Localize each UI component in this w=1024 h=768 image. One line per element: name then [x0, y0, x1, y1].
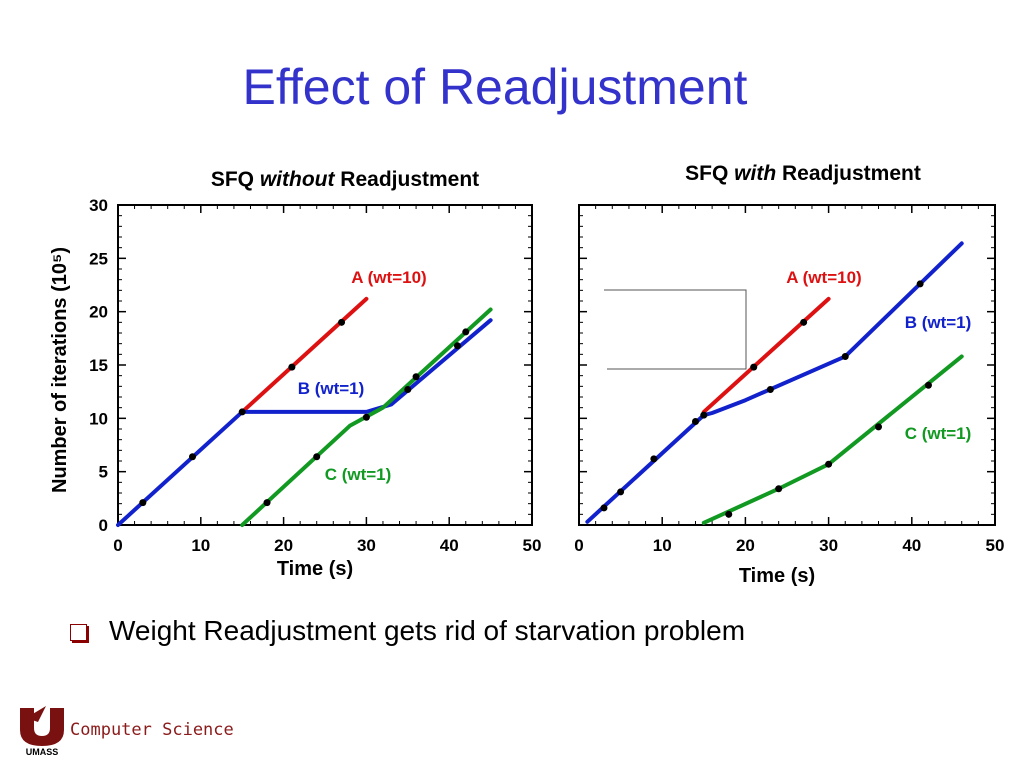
- x-tick-label: 30: [357, 536, 376, 555]
- series-line: [701, 296, 831, 414]
- x-axis-label: Time (s): [739, 565, 815, 587]
- chart-title: SFQ without Readjustment: [211, 168, 479, 191]
- data-point: [139, 499, 147, 507]
- series-line: [585, 241, 964, 524]
- data-point: [288, 363, 296, 371]
- umass-logo-icon: UMASS: [20, 706, 64, 756]
- series-label: C (wt=1): [325, 465, 392, 484]
- y-tick-label: 0: [99, 516, 108, 535]
- x-tick-label: 40: [902, 536, 921, 555]
- x-tick-label: 20: [736, 536, 755, 555]
- data-point: [875, 423, 883, 431]
- data-point: [700, 411, 708, 419]
- x-tick-label: 0: [113, 536, 122, 555]
- bullet-text: Weight Readjustment gets rid of starvati…: [109, 615, 746, 646]
- y-tick-label: 25: [89, 249, 108, 268]
- data-point: [238, 408, 246, 416]
- data-point: [924, 381, 932, 389]
- data-point: [338, 318, 346, 326]
- x-tick-label: 20: [274, 536, 293, 555]
- data-point: [766, 386, 774, 394]
- chart-title-part: Readjustment: [776, 162, 921, 185]
- chart-title-part: SFQ: [211, 168, 260, 191]
- data-point: [825, 460, 833, 468]
- bullet-square-icon: [70, 624, 87, 641]
- data-point: [412, 373, 420, 381]
- x-tick-label: 10: [653, 536, 672, 555]
- y-axis-label: Number of iterations (10⁵): [49, 247, 71, 493]
- logo-text: UMASS: [26, 747, 59, 756]
- series-line: [701, 354, 964, 525]
- data-point: [313, 453, 321, 461]
- footer-text: Computer Science: [70, 720, 234, 740]
- bullet-item: Weight Readjustment gets rid of starvati…: [70, 615, 745, 647]
- y-tick-label: 20: [89, 303, 108, 322]
- data-point: [916, 280, 924, 288]
- y-tick-label: 30: [89, 196, 108, 215]
- series-label: A (wt=10): [351, 268, 426, 287]
- series-label: B (wt=1): [905, 313, 972, 332]
- series-label: A (wt=10): [786, 268, 861, 287]
- data-point: [841, 352, 849, 360]
- data-point: [462, 328, 470, 336]
- slide-title: Effect of Readjustment: [242, 59, 748, 115]
- data-point: [600, 504, 608, 512]
- x-tick-label: 10: [191, 536, 210, 555]
- chart-title-part: SFQ: [685, 162, 734, 185]
- y-tick-label: 10: [89, 409, 108, 428]
- x-tick-label: 50: [523, 536, 542, 555]
- data-point: [263, 499, 271, 507]
- data-point: [750, 363, 758, 371]
- x-tick-label: 0: [574, 536, 583, 555]
- data-point: [775, 485, 783, 493]
- x-axis-label: Time (s): [277, 558, 353, 580]
- chart-title-part: Readjustment: [334, 168, 479, 191]
- data-point: [453, 342, 461, 350]
- data-point: [650, 455, 658, 463]
- plot-frame: [578, 204, 996, 526]
- series-label: B (wt=1): [298, 379, 365, 398]
- x-tick-label: 50: [986, 536, 1005, 555]
- series-line: [240, 296, 369, 414]
- series-line: [116, 318, 493, 527]
- data-point: [617, 488, 625, 496]
- chart-title-part: without: [260, 168, 336, 191]
- x-tick-label: 40: [440, 536, 459, 555]
- y-tick-label: 15: [89, 356, 108, 375]
- chart-title-part: with: [734, 162, 776, 185]
- x-tick-label: 30: [819, 536, 838, 555]
- data-point: [725, 510, 733, 518]
- data-point: [362, 413, 370, 421]
- series-label: C (wt=1): [905, 424, 972, 443]
- y-tick-label: 5: [99, 463, 108, 482]
- data-point: [800, 318, 808, 326]
- data-point: [189, 453, 197, 461]
- chart-title: SFQ with Readjustment: [685, 162, 921, 185]
- data-point: [691, 418, 699, 426]
- annotation-bracket: [604, 289, 747, 370]
- data-point: [404, 386, 412, 394]
